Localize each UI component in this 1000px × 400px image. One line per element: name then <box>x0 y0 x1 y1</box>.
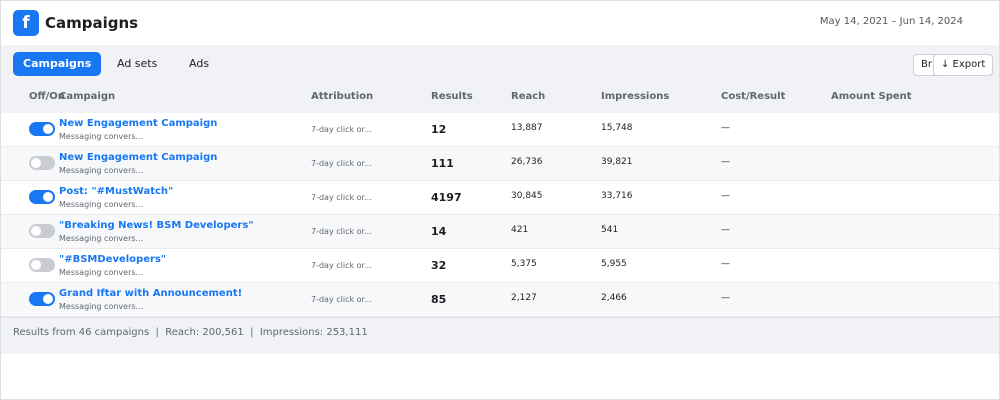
tab[interactable]: Campaigns <box>13 52 102 76</box>
column-header: Off/On <box>29 91 65 102</box>
footer-summary: Results from 46 campaigns | Reach: 200,5… <box>13 327 368 338</box>
campaign-name[interactable]: New Engagement Campaign <box>59 118 218 129</box>
table-row <box>1 181 999 215</box>
attribution: 7-day click or... <box>311 125 372 134</box>
reach: 421 <box>511 225 529 235</box>
date-range[interactable]: May 14, 2021 – Jun 14, 2024 <box>819 16 963 27</box>
attribution: 7-day click or... <box>311 261 372 270</box>
table-row <box>1 113 999 147</box>
cost-per-result: — <box>721 259 730 269</box>
campaign-name[interactable]: New Engagement Campaign <box>59 152 218 163</box>
table-row <box>1 249 999 283</box>
footer-bar <box>1 317 999 354</box>
attribution: 7-day click or... <box>311 193 372 202</box>
reach: 5,375 <box>511 259 537 269</box>
toggle-knob <box>43 124 53 134</box>
reach: 2,127 <box>511 293 537 303</box>
results: 111 <box>431 157 454 170</box>
toggle[interactable] <box>29 292 55 306</box>
table-row <box>1 215 999 249</box>
campaign-name[interactable]: "#BSMDevelopers" <box>59 254 167 265</box>
page-title: Campaigns <box>45 14 139 32</box>
attribution: 7-day click or... <box>311 295 372 304</box>
toggle[interactable] <box>29 190 55 204</box>
results: 4197 <box>431 191 462 204</box>
toggle-knob <box>31 158 41 168</box>
column-header: Campaign <box>59 91 116 102</box>
impressions: 15,748 <box>601 123 633 133</box>
tab[interactable]: Ads <box>189 57 210 70</box>
toggle[interactable] <box>29 122 55 136</box>
impressions: 33,716 <box>601 191 633 201</box>
reach: 13,887 <box>511 123 543 133</box>
attribution: 7-day click or... <box>311 159 372 168</box>
column-header: Results <box>431 91 473 102</box>
toggle-knob <box>31 260 41 270</box>
results: 32 <box>431 259 447 272</box>
attribution: 7-day click or... <box>311 227 372 236</box>
results: 14 <box>431 225 447 238</box>
toggle[interactable] <box>29 224 55 238</box>
toggle[interactable] <box>29 258 55 272</box>
toggle[interactable] <box>29 156 55 170</box>
export-button[interactable]: ↓ Export <box>933 54 994 76</box>
impressions: 5,955 <box>601 259 627 269</box>
logo: f <box>13 10 39 36</box>
table-row <box>1 147 999 181</box>
campaign-name[interactable]: Grand Iftar with Announcement! <box>59 288 243 299</box>
impressions: 2,466 <box>601 293 627 303</box>
results: 12 <box>431 123 447 136</box>
cost-per-result: — <box>721 191 730 201</box>
cost-per-result: — <box>721 293 730 303</box>
table-row <box>1 283 999 317</box>
column-header: Reach <box>511 91 546 102</box>
toggle-knob <box>31 226 41 236</box>
campaign-objective: Messaging convers... <box>59 166 144 175</box>
toggle-knob <box>43 294 53 304</box>
campaign-objective: Messaging convers... <box>59 234 144 243</box>
impressions: 541 <box>601 225 619 235</box>
toolbar-band <box>1 45 999 113</box>
results: 85 <box>431 293 447 306</box>
column-header: Attribution <box>311 91 374 102</box>
campaign-name[interactable]: Post: "#MustWatch" <box>59 186 174 197</box>
campaign-objective: Messaging convers... <box>59 302 144 311</box>
column-header: Impressions <box>601 91 670 102</box>
cost-per-result: — <box>721 157 730 167</box>
campaign-objective: Messaging convers... <box>59 200 144 209</box>
reach: 30,845 <box>511 191 543 201</box>
impressions: 39,821 <box>601 157 633 167</box>
column-header: Amount Spent <box>831 91 912 102</box>
campaign-objective: Messaging convers... <box>59 268 144 277</box>
campaign-name[interactable]: "Breaking News! BSM Developers" <box>59 220 254 231</box>
cost-per-result: — <box>721 123 730 133</box>
campaign-objective: Messaging convers... <box>59 132 144 141</box>
cost-per-result: — <box>721 225 730 235</box>
reach: 26,736 <box>511 157 543 167</box>
toggle-knob <box>43 192 53 202</box>
tab[interactable]: Ad sets <box>117 57 158 70</box>
column-header: Cost/Result <box>721 91 786 102</box>
